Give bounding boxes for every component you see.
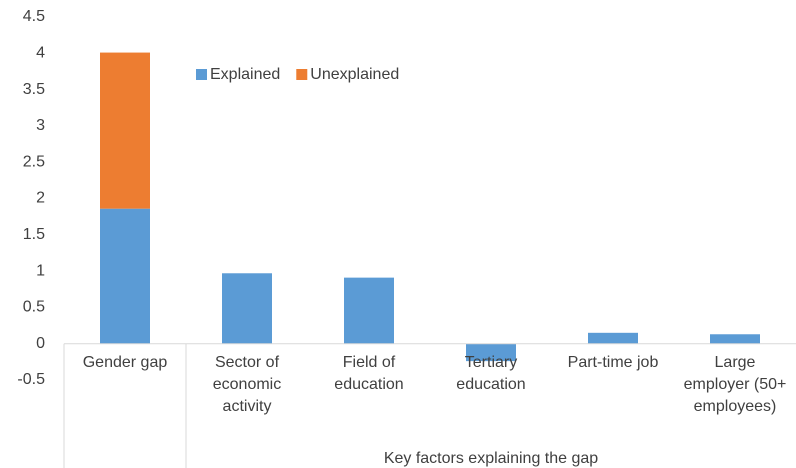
legend-label: Explained bbox=[210, 66, 280, 83]
x-tick-label: Sector of economic activity bbox=[212, 353, 282, 415]
legend-swatch bbox=[196, 69, 207, 80]
x-tick-label: Tertiary education bbox=[456, 353, 526, 393]
y-tick-label: 1.5 bbox=[23, 226, 45, 243]
bar-segment bbox=[466, 343, 516, 362]
bar-segment bbox=[100, 208, 150, 344]
y-tick-label: 0 bbox=[36, 335, 45, 352]
y-tick-label: 2.5 bbox=[23, 153, 45, 170]
y-tick-label: 1 bbox=[36, 262, 45, 279]
legend-label: Unexplained bbox=[310, 66, 399, 83]
y-tick-label: -0.5 bbox=[17, 371, 45, 388]
y-tick-label: 3.5 bbox=[23, 81, 45, 98]
x-tick-label: Large employer (50+ employees) bbox=[683, 353, 787, 415]
bar-segment bbox=[100, 52, 150, 209]
x-tick-label: Field of education bbox=[334, 353, 404, 393]
x-tick-label: Part-time job bbox=[567, 353, 659, 371]
group-label: Key factors explaining the gap bbox=[383, 450, 599, 467]
bar-segment bbox=[344, 277, 394, 344]
x-tick-label: Gender gap bbox=[82, 353, 168, 371]
bar-segment bbox=[222, 273, 272, 344]
y-tick-label: 0.5 bbox=[23, 299, 45, 316]
bar-segment bbox=[710, 334, 760, 344]
y-tick-label: 2 bbox=[36, 190, 45, 207]
y-tick-label: 3 bbox=[36, 117, 45, 134]
bar-segment bbox=[588, 332, 638, 344]
legend-swatch bbox=[296, 69, 308, 80]
y-tick-label: 4 bbox=[36, 45, 45, 62]
y-tick-label: 4.5 bbox=[23, 8, 45, 25]
